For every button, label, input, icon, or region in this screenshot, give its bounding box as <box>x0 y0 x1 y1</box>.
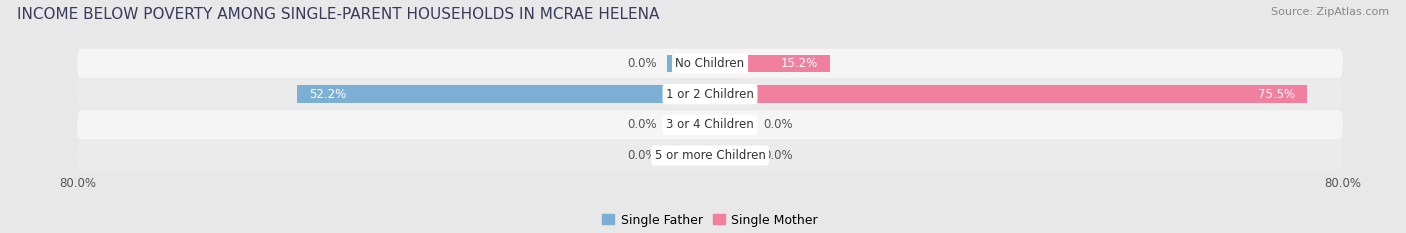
Text: 0.0%: 0.0% <box>627 118 657 131</box>
Bar <box>666 116 710 134</box>
FancyBboxPatch shape <box>77 49 1343 78</box>
Text: 0.0%: 0.0% <box>627 57 657 70</box>
Bar <box>710 147 754 164</box>
Text: 15.2%: 15.2% <box>782 57 818 70</box>
Text: 52.2%: 52.2% <box>309 88 346 101</box>
Text: 0.0%: 0.0% <box>627 149 657 162</box>
Text: Source: ZipAtlas.com: Source: ZipAtlas.com <box>1271 7 1389 17</box>
Bar <box>666 147 710 164</box>
Text: 75.5%: 75.5% <box>1258 88 1295 101</box>
FancyBboxPatch shape <box>77 141 1343 170</box>
Bar <box>710 85 1308 103</box>
FancyBboxPatch shape <box>77 79 1343 109</box>
Bar <box>710 55 830 72</box>
Bar <box>710 116 754 134</box>
Text: 1 or 2 Children: 1 or 2 Children <box>666 88 754 101</box>
Text: 0.0%: 0.0% <box>763 118 793 131</box>
Text: 5 or more Children: 5 or more Children <box>655 149 765 162</box>
Text: No Children: No Children <box>675 57 745 70</box>
FancyBboxPatch shape <box>77 110 1343 140</box>
Bar <box>297 85 710 103</box>
Text: 3 or 4 Children: 3 or 4 Children <box>666 118 754 131</box>
Text: INCOME BELOW POVERTY AMONG SINGLE-PARENT HOUSEHOLDS IN MCRAE HELENA: INCOME BELOW POVERTY AMONG SINGLE-PARENT… <box>17 7 659 22</box>
Text: 0.0%: 0.0% <box>763 149 793 162</box>
Bar <box>666 55 710 72</box>
Legend: Single Father, Single Mother: Single Father, Single Mother <box>598 209 823 232</box>
